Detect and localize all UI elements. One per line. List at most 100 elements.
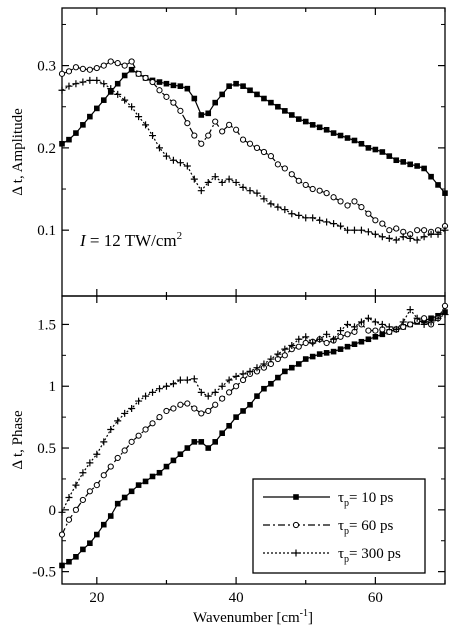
y-tick-label: -0.5 <box>32 565 56 581</box>
legend-sample-10ps <box>263 494 330 500</box>
series-line <box>61 60 446 235</box>
data-point <box>392 325 400 333</box>
data-point <box>233 414 239 420</box>
data-point <box>268 380 274 387</box>
data-point <box>330 348 337 355</box>
data-point <box>246 187 254 195</box>
data-point <box>86 459 94 467</box>
data-point <box>184 445 191 451</box>
data-point <box>267 153 275 160</box>
data-point <box>275 374 281 381</box>
data-point <box>100 438 108 446</box>
data-point <box>121 62 128 69</box>
data-point <box>163 80 170 87</box>
data-point <box>282 108 288 114</box>
data-point <box>247 401 253 408</box>
data-point <box>295 177 302 184</box>
data-point <box>142 392 150 400</box>
data-point <box>176 376 184 384</box>
data-point <box>435 182 441 188</box>
data-point <box>442 190 448 196</box>
data-point <box>302 118 309 125</box>
data-point <box>184 120 191 127</box>
data-point <box>100 80 108 88</box>
y-tick-label: 0.1 <box>37 223 56 239</box>
data-point <box>233 80 239 87</box>
data-point <box>100 521 107 528</box>
data-point <box>72 506 80 513</box>
data-point <box>183 162 191 170</box>
data-point <box>364 228 372 236</box>
data-point <box>79 65 86 72</box>
data-point <box>72 64 80 71</box>
data-point <box>191 439 198 445</box>
data-point <box>58 86 66 94</box>
data-point <box>239 136 247 143</box>
data-point <box>114 80 121 87</box>
data-point <box>142 478 149 485</box>
data-point <box>93 76 101 84</box>
data-point <box>142 121 150 129</box>
data-point <box>79 78 87 86</box>
data-point <box>128 438 135 445</box>
data-point <box>260 148 268 156</box>
data-point <box>358 338 365 345</box>
data-point <box>358 140 365 147</box>
data-point <box>204 392 212 400</box>
data-point <box>392 236 400 244</box>
data-point <box>170 405 177 412</box>
data-point <box>163 463 170 470</box>
data-point <box>365 145 372 151</box>
data-point <box>155 144 163 152</box>
data-point <box>399 233 407 241</box>
data-point <box>177 107 184 114</box>
data-point <box>107 58 114 65</box>
data-point <box>260 195 268 203</box>
data-point <box>372 217 379 224</box>
data-point <box>135 432 142 439</box>
data-point <box>162 382 170 390</box>
data-point <box>190 175 198 183</box>
data-point <box>93 64 100 72</box>
data-point <box>267 355 275 363</box>
series-2 <box>58 76 449 244</box>
phase-panel: -0.5 0 0.5 1 1.5 20 40 60 Δ t, Phase Wavenumbe… <box>10 295 449 626</box>
data-point <box>260 360 268 368</box>
data-point <box>427 318 435 326</box>
data-point <box>100 62 107 69</box>
data-point <box>289 112 295 118</box>
data-point <box>100 472 107 479</box>
data-point <box>246 140 254 147</box>
data-point <box>414 227 421 234</box>
data-point <box>428 315 434 322</box>
x-axis-label-suffix: ] <box>308 610 313 626</box>
series-0 <box>59 309 448 569</box>
data-point <box>232 178 240 186</box>
amplitude-y-tick-labels: 0.1 0.2 0.3 <box>37 59 56 240</box>
data-point <box>239 370 247 378</box>
legend-label-300ps: τp= 300 ps <box>338 546 401 565</box>
data-point <box>357 226 365 234</box>
data-point <box>58 70 66 77</box>
x-axis-label-exponent: -1 <box>300 608 308 619</box>
data-point <box>323 218 331 226</box>
data-point <box>121 447 128 454</box>
data-point <box>114 60 121 67</box>
data-point <box>66 136 72 143</box>
data-point <box>114 454 121 462</box>
data-point <box>135 482 142 488</box>
legend-item-10ps: τp= 10 ps <box>263 490 393 509</box>
amplitude-panel: 0.1 0.2 0.3 Δ t, Amplitude I = 12 TW/cm2 <box>10 7 449 297</box>
data-point <box>73 130 79 136</box>
data-point <box>94 105 100 112</box>
data-point <box>170 457 177 464</box>
data-point <box>268 99 274 106</box>
data-point <box>295 116 302 122</box>
data-point <box>191 405 198 412</box>
data-point <box>364 314 372 322</box>
data-point <box>240 408 246 414</box>
data-point <box>275 103 281 110</box>
data-point <box>302 333 310 341</box>
legend-sample-300ps <box>263 549 330 557</box>
